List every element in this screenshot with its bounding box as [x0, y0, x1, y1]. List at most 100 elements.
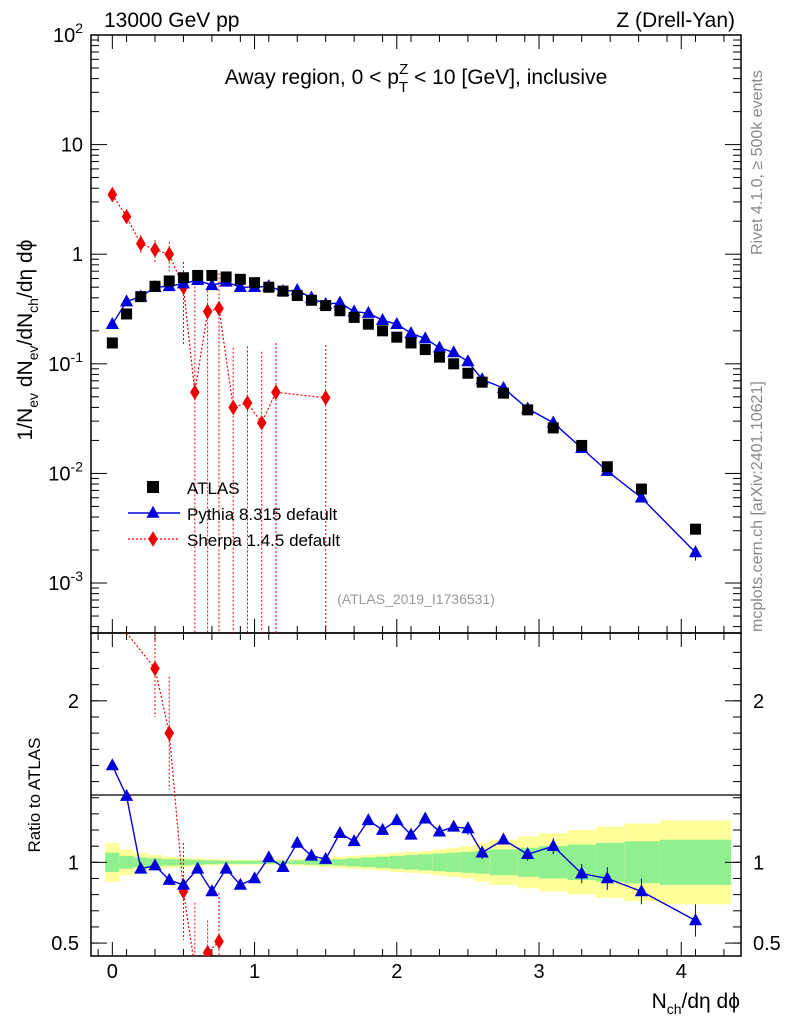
ratio-y-tick-label-right: 2	[753, 691, 764, 713]
ratio-pythia-point	[262, 850, 276, 863]
sherpa-point	[107, 186, 118, 203]
atlas-point	[149, 280, 161, 292]
ratio-pythia-point	[119, 788, 134, 801]
ratio-pythia-point	[347, 834, 361, 847]
sherpa-point	[320, 389, 331, 406]
y-axis-label-part3: /dN	[14, 313, 37, 346]
atlas-point	[135, 291, 147, 303]
y-tick-label: 10-3	[48, 568, 83, 595]
ratio-y-tick-label-right: 0.5	[753, 933, 781, 955]
ratio-pythia-point	[375, 822, 390, 835]
pythia-point	[634, 490, 649, 503]
sherpa-point	[202, 303, 213, 320]
band-inner-bin	[162, 859, 177, 866]
ratio-pythia-point	[475, 845, 489, 858]
sherpa-point	[121, 208, 132, 225]
atlas-point	[462, 367, 474, 379]
atlas-point	[249, 277, 261, 289]
atlas-point	[305, 294, 317, 306]
band-inner-bin	[332, 859, 348, 866]
y-axis-label-main: 1/Nev dNev/dNch/dη dϕ	[14, 240, 41, 441]
legend: ATLAS Pythia 8.315 default Sherpa 1.4.5 de…	[128, 479, 340, 550]
x-tick-label: 2	[391, 961, 402, 983]
pythia-point	[418, 331, 432, 344]
y-tick-label: 10-1	[48, 349, 83, 376]
band-inner-bin	[446, 852, 461, 873]
pythia-point	[333, 295, 347, 308]
atlas-point	[192, 269, 204, 281]
ratio-sherpa-point	[164, 725, 175, 741]
y-axis-sub1: ev	[25, 393, 41, 408]
pythia-point	[461, 354, 475, 367]
sherpa-point	[190, 384, 200, 401]
pythia-point	[688, 545, 703, 558]
band-inner-bin	[247, 860, 262, 864]
rivet-label: Rivet 4.1.0, ≥ 500k events	[749, 70, 766, 255]
band-inner-bin	[595, 842, 625, 882]
x-axis-label-N: N	[652, 990, 667, 1013]
atlas-point	[635, 483, 647, 495]
ratio-sherpa-line-entry	[126, 633, 156, 669]
region-label-subscript: T	[399, 79, 408, 96]
x-axis-label: Nch/dη dϕ	[652, 990, 740, 1017]
y-tick-label: 1	[72, 244, 83, 266]
region-label-superscript: Z	[399, 61, 408, 78]
band-inner-bin	[418, 854, 433, 871]
ratio-pythia-point	[148, 858, 162, 871]
ratio-pythia-point	[521, 847, 535, 860]
y-tick-base: 10	[48, 463, 70, 485]
y-tick-label: 102	[53, 20, 83, 47]
pythia-point	[119, 294, 134, 307]
band-inner-bin	[624, 841, 660, 884]
analysis-id: (ATLAS_2019_I1736531)	[337, 591, 495, 607]
ratio-pythia-point	[404, 827, 418, 840]
y-axis-sub3: ch	[25, 298, 41, 313]
header-process: Z (Drell-Yan)	[616, 9, 735, 32]
band-inner-bin	[432, 853, 447, 872]
y-tick-exponent: -2	[71, 458, 84, 474]
ratio-pythia-point	[447, 819, 461, 832]
region-label: Away region, 0 < pTZ < 10 [GeV], inclusi…	[225, 61, 608, 96]
atlas-point	[689, 523, 701, 535]
ratio-pythia-point	[304, 848, 319, 861]
band-inner-bin	[105, 852, 120, 873]
atlas-point	[377, 325, 389, 337]
pythia-point	[375, 313, 390, 325]
legend-pythia-label: Pythia 8.315 default	[187, 505, 338, 524]
atlas-point	[419, 344, 431, 356]
ratio-pythia-point	[290, 835, 304, 848]
y-axis-label-part4: /dη dϕ	[14, 240, 37, 298]
ratio-pythia-point	[333, 826, 347, 839]
legend-pythia-marker	[146, 505, 160, 518]
ratio-pythia-point	[233, 877, 247, 890]
band-inner-bin	[375, 856, 390, 868]
atlas-point	[106, 337, 118, 349]
uncertainty-band	[105, 820, 732, 905]
ratio-pythia-point	[546, 838, 560, 851]
y-tick-base: 10	[53, 25, 75, 47]
ratio-y-tick-label-right: 1	[753, 852, 764, 874]
atlas-point	[263, 281, 275, 293]
ratio-pythia-point	[276, 859, 290, 872]
ratio-pythia-point	[247, 871, 262, 884]
pythia-point	[404, 326, 418, 339]
ratio-y-tick-label: 0.5	[51, 933, 79, 955]
pythia-point	[205, 278, 219, 291]
sherpa-point	[135, 235, 146, 252]
header-energy: 13000 GeV pp	[104, 9, 239, 32]
atlas-point	[320, 300, 332, 312]
atlas-point	[234, 273, 246, 285]
x-tick-label: 1	[249, 961, 260, 983]
atlas-point	[497, 387, 509, 399]
ratio-pythia-point	[319, 851, 333, 864]
sherpa-point	[271, 384, 281, 401]
pythia-point	[432, 340, 447, 353]
ratio-pythia-point	[105, 758, 119, 771]
ratio-pythia-point	[461, 821, 475, 834]
ratio-pythia-point	[432, 824, 447, 837]
ratio-pythia-point	[361, 813, 375, 826]
data-series	[105, 186, 703, 956]
atlas-point	[362, 318, 374, 330]
band-inner-bin	[233, 860, 248, 864]
